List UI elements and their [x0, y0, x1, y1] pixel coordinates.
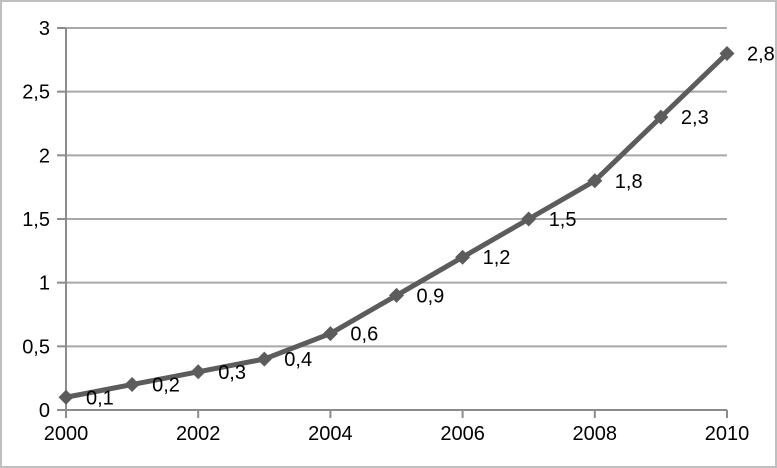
data-point-marker — [190, 364, 206, 380]
y-tick-label: 2 — [39, 145, 50, 167]
x-tick-label: 2004 — [308, 423, 353, 445]
x-tick-label: 2006 — [440, 423, 485, 445]
data-point-marker — [587, 173, 603, 189]
data-label: 0,9 — [417, 285, 445, 307]
data-point-marker — [256, 351, 272, 367]
data-point-marker — [521, 211, 537, 227]
data-point-marker — [58, 389, 74, 405]
data-label: 0,2 — [152, 375, 180, 397]
x-tick-label: 2008 — [573, 423, 618, 445]
y-tick-label: 1,5 — [22, 209, 50, 231]
data-label: 0,1 — [86, 387, 114, 409]
data-point-marker — [653, 109, 669, 125]
y-tick-label: 0,5 — [22, 336, 50, 358]
data-label: 2,3 — [681, 107, 709, 129]
data-point-marker — [322, 326, 338, 342]
data-label: 0,3 — [218, 362, 246, 384]
data-label: 1,8 — [615, 171, 643, 193]
data-point-marker — [124, 377, 140, 393]
y-tick-label: 1 — [39, 273, 50, 295]
data-label: 0,6 — [350, 324, 378, 346]
data-point-marker — [389, 287, 404, 303]
data-label: 1,2 — [483, 247, 511, 269]
y-tick-label: 2,5 — [22, 82, 50, 104]
data-label: 2,8 — [747, 43, 775, 65]
x-tick-label: 2002 — [176, 423, 221, 445]
data-point-marker — [719, 45, 735, 61]
x-tick-label: 2010 — [705, 423, 750, 445]
data-label: 1,5 — [549, 209, 577, 231]
y-tick-label: 3 — [39, 18, 50, 40]
x-tick-label: 2000 — [44, 423, 89, 445]
y-tick-label: 0 — [39, 400, 50, 422]
data-point-marker — [455, 249, 471, 265]
data-label: 0,4 — [284, 349, 312, 371]
